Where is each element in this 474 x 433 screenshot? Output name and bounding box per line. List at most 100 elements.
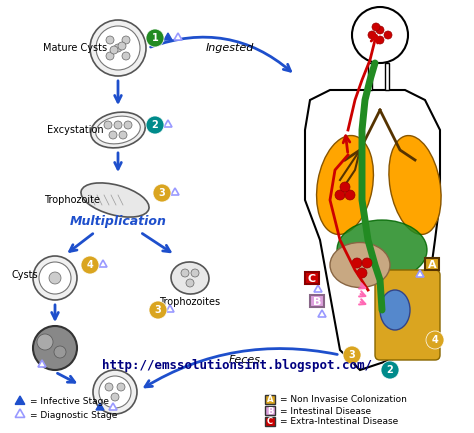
- Circle shape: [99, 376, 131, 408]
- Circle shape: [146, 116, 164, 134]
- Circle shape: [109, 131, 117, 139]
- Circle shape: [122, 36, 130, 44]
- Circle shape: [149, 301, 167, 319]
- FancyBboxPatch shape: [310, 295, 324, 307]
- Circle shape: [106, 52, 114, 60]
- Circle shape: [33, 256, 77, 300]
- Circle shape: [104, 121, 112, 129]
- Circle shape: [54, 346, 66, 358]
- Circle shape: [114, 121, 122, 129]
- Circle shape: [384, 31, 392, 39]
- Circle shape: [105, 383, 113, 391]
- Text: B: B: [313, 297, 321, 307]
- FancyArrowPatch shape: [70, 234, 93, 252]
- Circle shape: [111, 393, 119, 401]
- Circle shape: [96, 26, 140, 70]
- FancyBboxPatch shape: [264, 406, 275, 415]
- Text: B: B: [267, 407, 273, 416]
- Polygon shape: [171, 188, 179, 195]
- Circle shape: [114, 44, 122, 52]
- Polygon shape: [314, 285, 322, 292]
- Text: A: A: [428, 260, 436, 270]
- Text: Feces: Feces: [229, 355, 261, 365]
- Text: A: A: [267, 395, 273, 404]
- Polygon shape: [109, 403, 117, 410]
- Text: C: C: [308, 274, 316, 284]
- Ellipse shape: [317, 136, 374, 235]
- Text: 2: 2: [152, 120, 158, 130]
- Circle shape: [372, 23, 380, 31]
- FancyArrowPatch shape: [57, 373, 75, 382]
- FancyArrowPatch shape: [145, 349, 337, 387]
- Ellipse shape: [81, 183, 149, 217]
- Circle shape: [376, 36, 384, 44]
- Circle shape: [146, 29, 164, 47]
- FancyArrowPatch shape: [343, 136, 350, 152]
- Ellipse shape: [389, 136, 441, 234]
- Circle shape: [368, 31, 376, 39]
- Circle shape: [110, 46, 118, 54]
- Text: 3: 3: [348, 350, 356, 360]
- Polygon shape: [166, 305, 174, 312]
- FancyBboxPatch shape: [305, 271, 319, 284]
- Ellipse shape: [171, 262, 209, 294]
- Polygon shape: [164, 33, 172, 40]
- Text: 3: 3: [155, 305, 161, 315]
- Circle shape: [186, 279, 194, 287]
- Text: = Diagnostic Stage: = Diagnostic Stage: [30, 410, 118, 420]
- Circle shape: [118, 42, 126, 50]
- Ellipse shape: [330, 242, 390, 288]
- Circle shape: [93, 370, 137, 414]
- Text: 2: 2: [387, 365, 393, 375]
- Circle shape: [362, 258, 372, 268]
- Circle shape: [33, 326, 77, 370]
- Polygon shape: [385, 63, 389, 90]
- Text: 4: 4: [432, 335, 438, 345]
- Text: 3: 3: [159, 188, 165, 198]
- Circle shape: [124, 121, 132, 129]
- Circle shape: [90, 20, 146, 76]
- Polygon shape: [318, 310, 326, 317]
- Circle shape: [340, 182, 350, 192]
- Circle shape: [37, 334, 53, 350]
- Text: = Non Invasise Colonization: = Non Invasise Colonization: [280, 395, 407, 404]
- FancyArrowPatch shape: [371, 36, 378, 43]
- FancyBboxPatch shape: [375, 270, 440, 360]
- Text: = Extra-Intestinal Disease: = Extra-Intestinal Disease: [280, 417, 398, 427]
- FancyArrowPatch shape: [115, 81, 121, 102]
- Polygon shape: [174, 33, 182, 40]
- FancyArrowPatch shape: [151, 37, 291, 71]
- Circle shape: [343, 346, 361, 364]
- Circle shape: [345, 190, 355, 200]
- FancyBboxPatch shape: [264, 417, 275, 427]
- Circle shape: [381, 361, 399, 379]
- Text: Excystation: Excystation: [46, 125, 103, 135]
- Text: C: C: [267, 417, 273, 427]
- Text: 4: 4: [87, 260, 93, 270]
- Circle shape: [376, 26, 384, 34]
- Circle shape: [181, 269, 189, 277]
- Text: Ingested: Ingested: [206, 43, 254, 53]
- Polygon shape: [416, 270, 424, 277]
- Ellipse shape: [96, 116, 140, 144]
- Polygon shape: [164, 120, 172, 127]
- Circle shape: [191, 269, 199, 277]
- Circle shape: [335, 190, 345, 200]
- Text: 1: 1: [152, 33, 158, 43]
- Text: Trophozoite: Trophozoite: [44, 195, 100, 205]
- Circle shape: [81, 256, 99, 274]
- Circle shape: [106, 36, 114, 44]
- Circle shape: [49, 272, 61, 284]
- Polygon shape: [368, 63, 372, 90]
- Ellipse shape: [91, 112, 145, 148]
- Circle shape: [117, 383, 125, 391]
- Ellipse shape: [337, 220, 427, 280]
- Text: = Intestinal Disease: = Intestinal Disease: [280, 407, 371, 416]
- Polygon shape: [99, 260, 107, 267]
- Text: = Infective Stage: = Infective Stage: [30, 397, 109, 407]
- Text: Trophozoites: Trophozoites: [159, 297, 220, 307]
- Circle shape: [39, 262, 71, 294]
- FancyBboxPatch shape: [264, 395, 275, 404]
- Text: Multiplication: Multiplication: [70, 216, 166, 229]
- FancyArrowPatch shape: [115, 153, 121, 169]
